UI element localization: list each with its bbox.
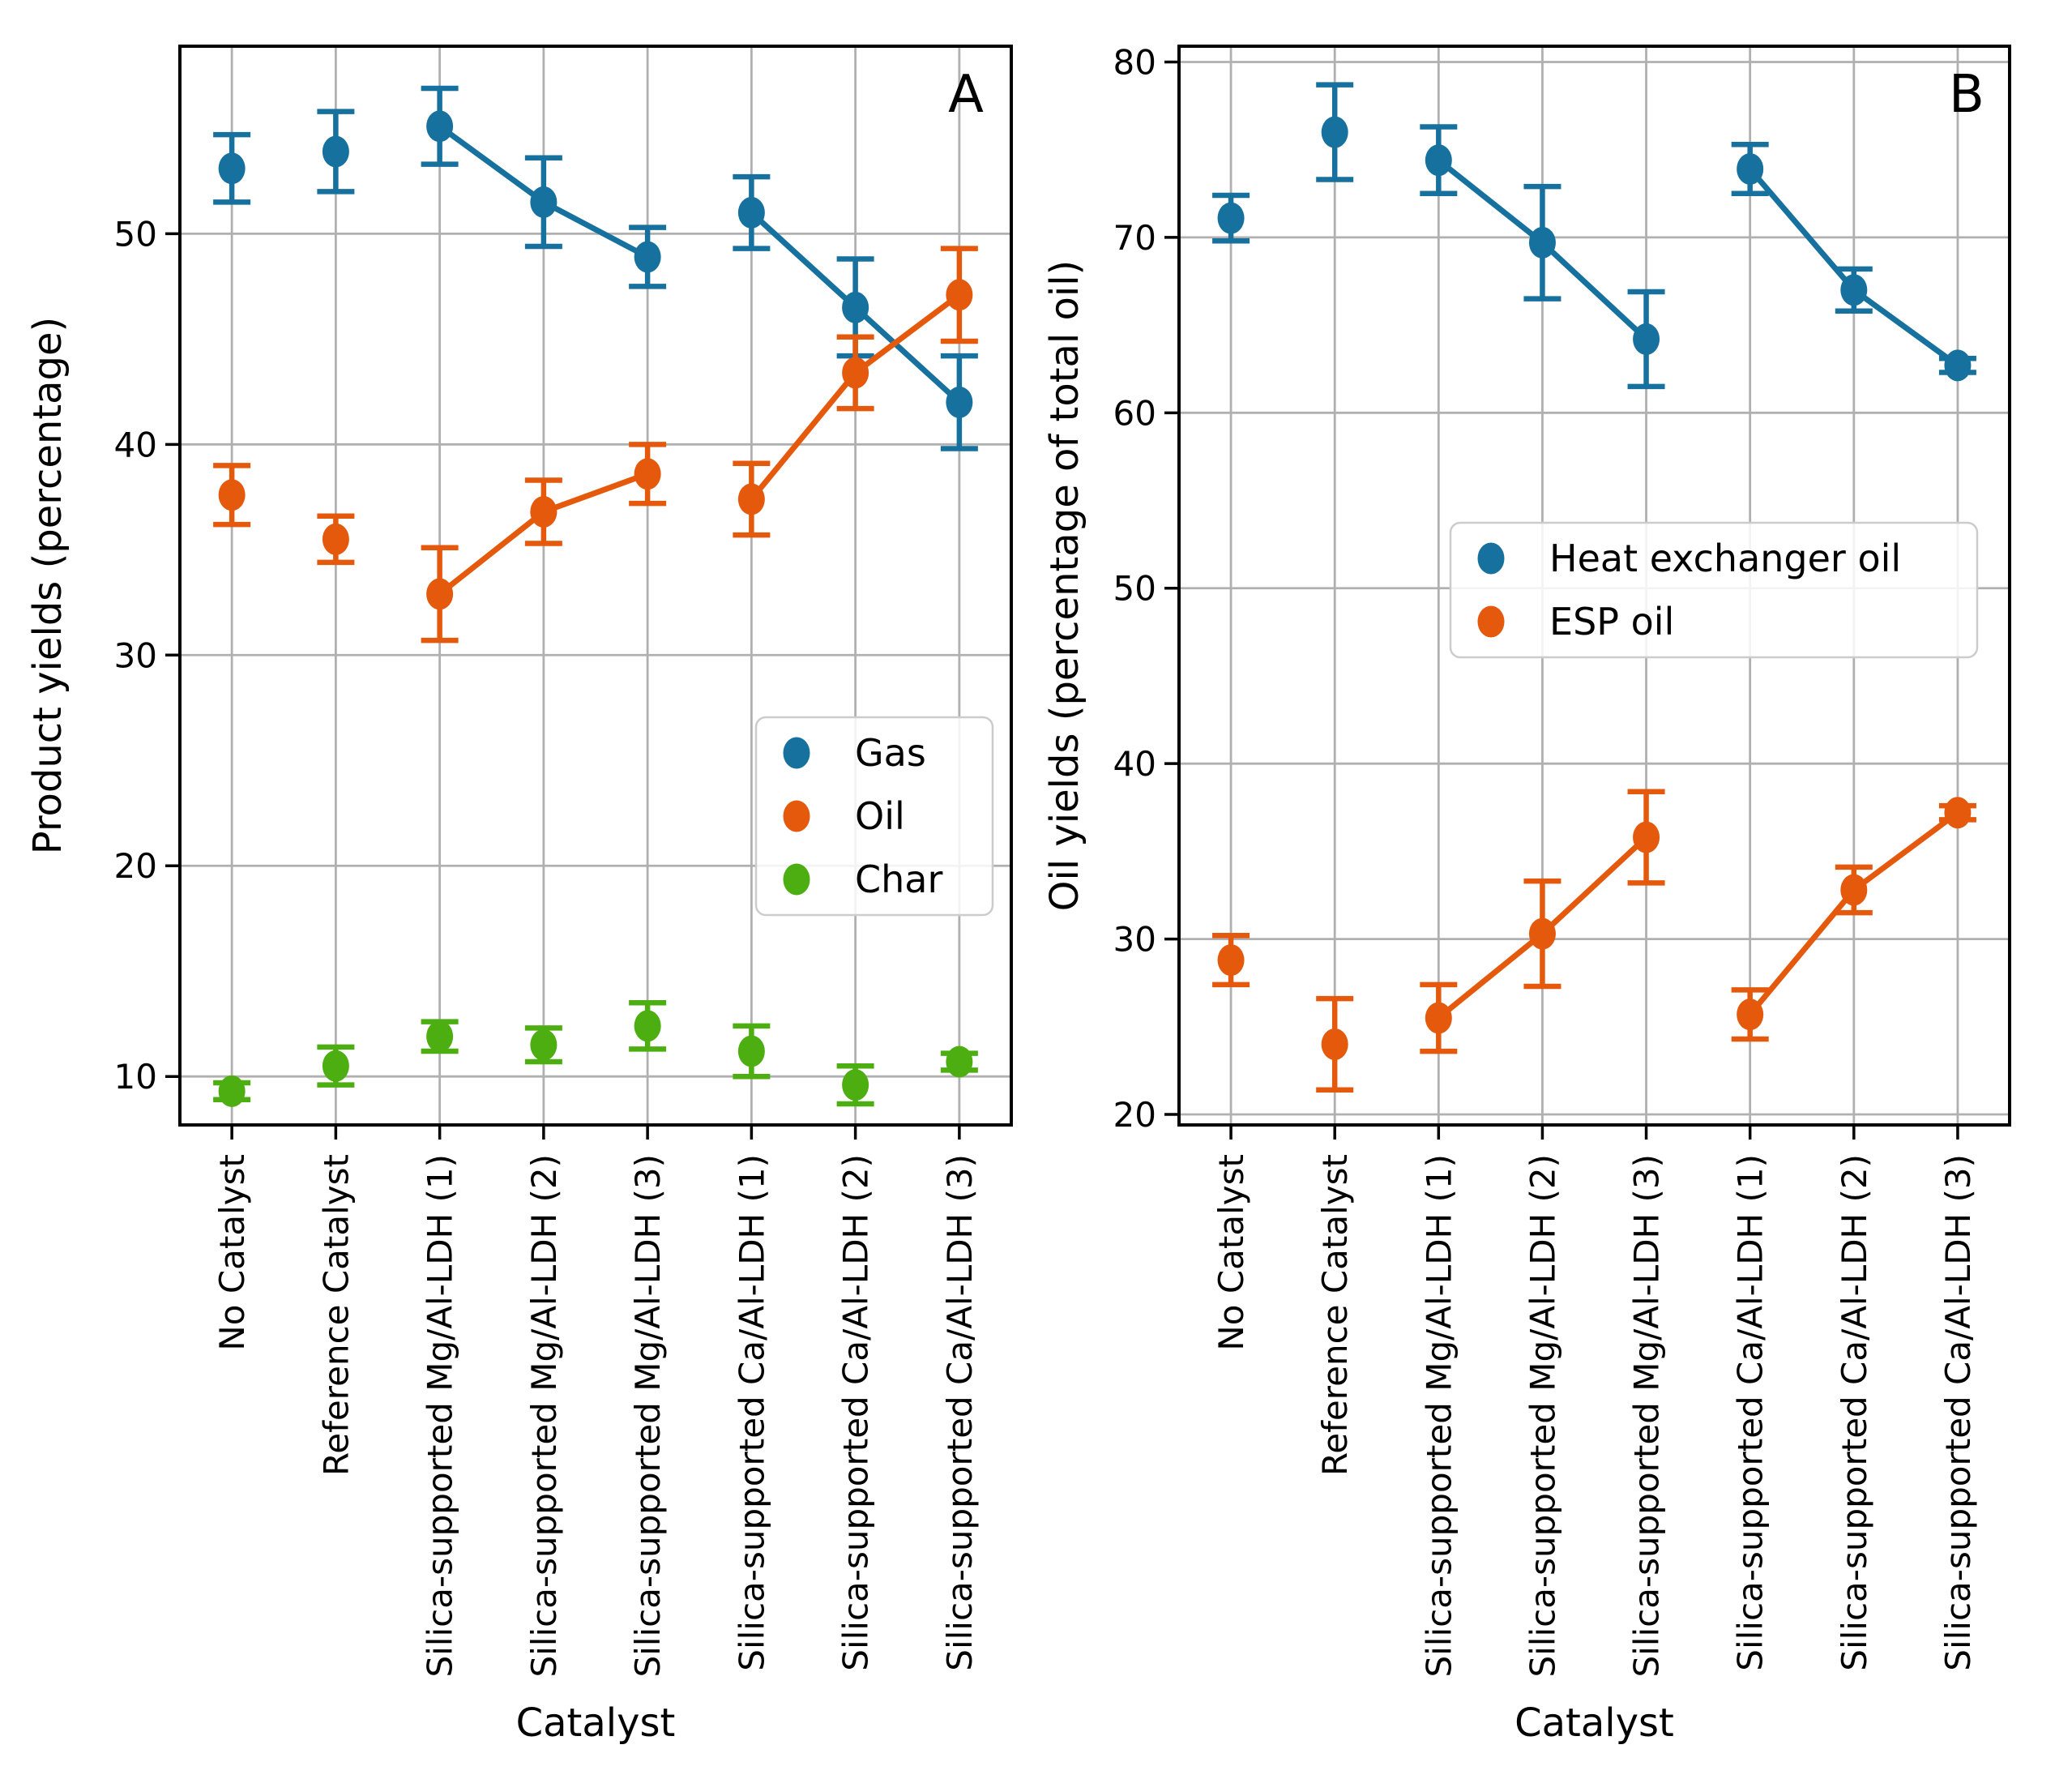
x-tick-label: Silica-supported Mg/Al-LDH (1): [421, 1154, 460, 1678]
y-tick-label: 70: [1113, 218, 1156, 258]
x-tick-label: Silica-supported Mg/Al-LDH (2): [524, 1154, 564, 1678]
data-point-marker: [426, 578, 454, 610]
data-point-marker: [634, 1010, 661, 1042]
data-point-marker: [322, 135, 349, 168]
y-tick-label: 30: [1113, 920, 1156, 960]
data-point-marker: [1528, 917, 1556, 950]
data-point-marker: [634, 458, 661, 490]
legend-swatch: [783, 863, 810, 896]
data-point-marker: [1840, 274, 1868, 306]
data-point-marker: [1633, 821, 1660, 853]
x-tick-label: Silica-supported Mg/Al-LDH (3): [1627, 1154, 1667, 1678]
panel-letter: A: [948, 65, 984, 125]
x-tick-label: Silica-supported Mg/Al-LDH (1): [1419, 1154, 1459, 1678]
legend-label: Oil: [855, 794, 905, 838]
legend-box: [754, 716, 994, 917]
x-tick-label: Silica-supported Ca/Al-LDH (2): [1835, 1154, 1874, 1671]
x-tick-label: No Catalyst: [212, 1154, 252, 1351]
data-point-marker: [1840, 874, 1868, 906]
x-tick-label: Silica-supported Ca/Al-LDH (1): [1731, 1154, 1771, 1671]
legend-label: ESP oil: [1549, 600, 1674, 644]
data-point-marker: [530, 496, 558, 528]
panel-b: 20 30 40 50 60 70 80 No Catalyst Reference Catal…: [1042, 42, 2011, 1746]
data-point-marker: [737, 1035, 765, 1067]
plot-border: [1177, 45, 2011, 1127]
data-point-marker: [1528, 226, 1556, 259]
data-point-marker: [322, 1050, 349, 1082]
x-tick-label: No Catalyst: [1211, 1154, 1251, 1351]
x-tick-label: Silica-supported Mg/Al-LDH (3): [628, 1154, 668, 1678]
data-point-marker: [842, 1069, 869, 1101]
data-point-marker: [530, 1028, 558, 1061]
y-axis-label: Product yields (percentage): [25, 317, 70, 855]
data-point-marker: [946, 386, 973, 418]
data-point-marker: [1321, 116, 1348, 148]
x-tick-label: Silica-supported Mg/Al-LDH (2): [1523, 1154, 1562, 1678]
data-point-marker: [842, 357, 869, 389]
data-point-marker: [946, 279, 973, 311]
y-tick-label: 40: [1113, 744, 1156, 784]
panel-letter: B: [1949, 65, 1984, 125]
data-point-marker: [1425, 144, 1452, 177]
data-point-marker: [218, 1075, 246, 1107]
x-tick-label: Silica-supported Ca/Al-LDH (1): [732, 1154, 771, 1671]
y-tick-label: 10: [114, 1057, 157, 1097]
data-point-marker: [1944, 797, 1972, 829]
data-point-marker: [634, 241, 661, 273]
panel-a: 10 20 30 40 50 No Catalyst Reference Catalyst S…: [25, 45, 1013, 1746]
data-point-marker: [426, 110, 454, 143]
x-tick-label: Reference Catalyst: [1315, 1154, 1355, 1476]
y-tick-label: 80: [1113, 42, 1156, 82]
y-axis-label: Oil yields (percentage of total oil): [1042, 260, 1087, 912]
legend-label: Gas: [855, 731, 926, 775]
legend-box: [1449, 521, 1979, 659]
legend-swatch: [1477, 605, 1505, 638]
data-point-marker: [530, 186, 558, 218]
y-tick-label: 50: [114, 214, 157, 254]
data-point-marker: [1321, 1028, 1348, 1060]
legend-swatch: [1477, 542, 1505, 575]
y-tick-label: 30: [114, 635, 157, 675]
data-point-marker: [322, 523, 349, 555]
y-tick-label: 40: [114, 425, 157, 464]
data-point-marker: [1737, 152, 1764, 185]
data-point-marker: [1217, 944, 1245, 977]
legend-label: Char: [855, 857, 942, 901]
legend-swatch: [783, 737, 810, 769]
x-tick-label: Reference Catalyst: [316, 1154, 356, 1476]
y-tick-label: 20: [114, 846, 157, 886]
x-axis-label: Catalyst: [516, 1700, 676, 1746]
legend-label: Heat exchanger oil: [1549, 537, 1901, 580]
data-point-marker: [218, 152, 246, 185]
plot-border: [178, 45, 1013, 1127]
data-point-marker: [842, 291, 869, 323]
x-tick-label: Silica-supported Ca/Al-LDH (3): [1938, 1154, 1978, 1671]
y-tick-label: 50: [1113, 569, 1156, 609]
x-tick-label: Silica-supported Ca/Al-LDH (3): [940, 1154, 980, 1671]
data-point-marker: [1737, 999, 1764, 1031]
data-point-marker: [1944, 349, 1972, 382]
data-point-marker: [737, 196, 765, 229]
data-point-marker: [737, 483, 765, 515]
x-tick-label: Silica-supported Ca/Al-LDH (2): [836, 1154, 876, 1671]
data-point-marker: [1633, 323, 1660, 355]
data-point-marker: [1425, 1002, 1452, 1034]
data-point-marker: [946, 1046, 973, 1078]
data-point-marker: [1217, 202, 1245, 234]
data-point-marker: [218, 479, 246, 511]
legend-swatch: [783, 800, 810, 832]
y-tick-label: 60: [1113, 393, 1156, 433]
data-point-marker: [426, 1020, 454, 1053]
y-tick-label: 20: [1113, 1095, 1156, 1135]
x-axis-label: Catalyst: [1514, 1700, 1674, 1746]
